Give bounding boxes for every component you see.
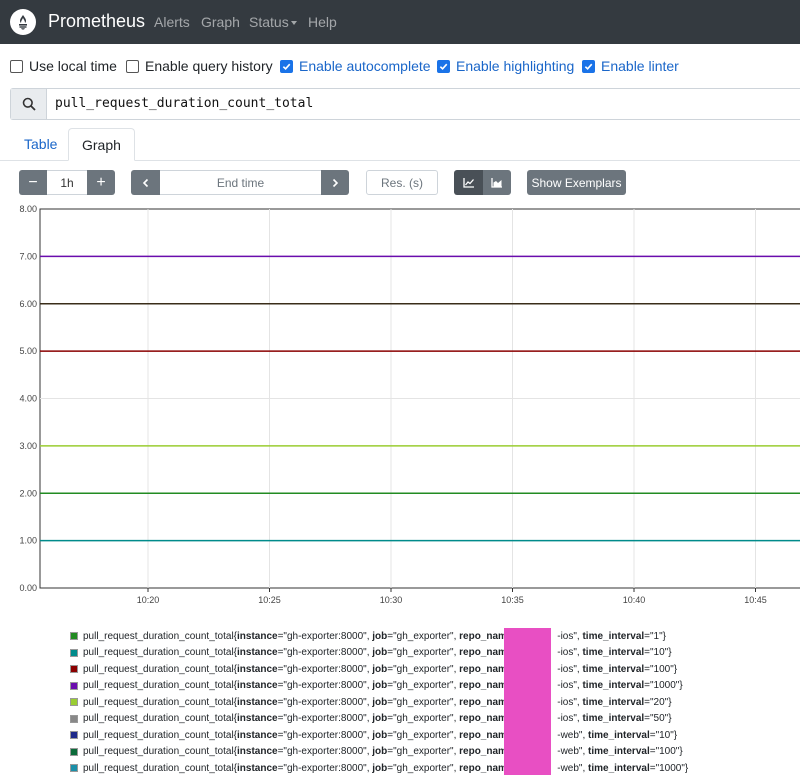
y-tick-label: 0.00 bbox=[19, 583, 37, 593]
redaction-overlay bbox=[504, 628, 551, 775]
legend-swatch bbox=[70, 681, 78, 690]
x-tick-label: 10:45 bbox=[744, 595, 767, 605]
option-label: Enable autocomplete bbox=[299, 58, 431, 74]
nav-help[interactable]: Help bbox=[308, 14, 337, 30]
area-chart-icon bbox=[491, 178, 502, 188]
chart-series bbox=[40, 255, 800, 542]
legend-label: pull_request_duration_count_total{instan… bbox=[83, 680, 683, 692]
legend-item[interactable]: pull_request_duration_count_total{instan… bbox=[70, 760, 688, 775]
y-tick-label: 6.00 bbox=[19, 299, 37, 309]
checkbox[interactable] bbox=[126, 59, 139, 73]
graph-chart[interactable]: 0.00 1.00 2.00 3.00 4.00 5.00 6.00 7.00 8.00 10:… bbox=[0, 200, 800, 610]
option-enable-query-history[interactable]: Enable query history bbox=[126, 58, 273, 74]
legend-label: pull_request_duration_count_total{instan… bbox=[83, 713, 672, 725]
legend-swatch bbox=[70, 714, 78, 723]
y-tick-label: 1.00 bbox=[19, 536, 37, 546]
checkbox-checked[interactable] bbox=[280, 59, 293, 73]
chevron-right-icon bbox=[332, 178, 339, 187]
tab-table[interactable]: Table bbox=[24, 136, 58, 152]
option-label: Enable highlighting bbox=[456, 58, 575, 74]
legend-label: pull_request_duration_count_total{instan… bbox=[83, 663, 678, 675]
legend-item[interactable]: pull_request_duration_count_total{instan… bbox=[70, 727, 688, 744]
option-enable-linter[interactable]: Enable linter bbox=[582, 58, 679, 74]
x-tick-label: 10:25 bbox=[258, 595, 281, 605]
legend-swatch bbox=[70, 632, 78, 641]
caret-down-icon bbox=[290, 21, 297, 26]
legend-label: pull_request_duration_count_total{instan… bbox=[83, 696, 672, 708]
option-enable-autocomplete[interactable]: Enable autocomplete bbox=[280, 58, 431, 74]
expression-input[interactable]: pull_request_duration_count_total bbox=[10, 88, 800, 120]
legend-label: pull_request_duration_count_total{instan… bbox=[83, 762, 689, 774]
x-tick-label: 10:20 bbox=[137, 595, 160, 605]
legend-label: pull_request_duration_count_total{instan… bbox=[83, 647, 672, 659]
legend-item[interactable]: pull_request_duration_count_total{instan… bbox=[70, 661, 688, 678]
legend-label: pull_request_duration_count_total{instan… bbox=[83, 630, 667, 642]
nav-graph[interactable]: Graph bbox=[201, 14, 240, 30]
legend-label: pull_request_duration_count_total{instan… bbox=[83, 746, 683, 758]
legend-item[interactable]: pull_request_duration_count_total{instan… bbox=[70, 645, 688, 662]
y-tick-label: 4.00 bbox=[19, 394, 37, 404]
legend-swatch bbox=[70, 698, 78, 707]
tab-graph[interactable]: Graph bbox=[68, 128, 135, 161]
checkbox-checked[interactable] bbox=[582, 59, 595, 73]
x-tick-label: 10:40 bbox=[623, 595, 646, 605]
nav-status[interactable]: Status bbox=[249, 14, 297, 30]
chart-legend: pull_request_duration_count_total{instan… bbox=[70, 628, 688, 775]
legend-swatch bbox=[70, 648, 78, 657]
checkmark-icon bbox=[282, 63, 291, 70]
line-chart-icon bbox=[462, 178, 474, 188]
chart-grid bbox=[39, 208, 800, 592]
next-time-button[interactable] bbox=[321, 170, 349, 195]
nav-alerts[interactable]: Alerts bbox=[154, 14, 190, 30]
legend-item[interactable]: pull_request_duration_count_total{instan… bbox=[70, 628, 688, 645]
resolution-input[interactable]: Res. (s) bbox=[366, 170, 438, 195]
end-time-input[interactable]: End time bbox=[160, 170, 321, 195]
checkmark-icon bbox=[439, 63, 448, 70]
y-tick-label: 5.00 bbox=[19, 346, 37, 356]
stacked-chart-button[interactable] bbox=[483, 170, 511, 195]
decrease-range-button[interactable]: − bbox=[19, 170, 47, 195]
option-label: Enable query history bbox=[145, 58, 273, 74]
legend-item[interactable]: pull_request_duration_count_total{instan… bbox=[70, 744, 688, 761]
brand-title[interactable]: Prometheus bbox=[48, 11, 146, 31]
checkbox-checked[interactable] bbox=[437, 59, 450, 73]
chevron-left-icon bbox=[142, 178, 148, 187]
legend-swatch bbox=[70, 665, 78, 674]
expression-text[interactable]: pull_request_duration_count_total bbox=[55, 96, 314, 111]
x-tick-label: 10:30 bbox=[380, 595, 403, 605]
option-label: Enable linter bbox=[601, 58, 679, 74]
legend-swatch bbox=[70, 731, 78, 740]
option-label: Use local time bbox=[29, 58, 117, 74]
option-enable-highlighting[interactable]: Enable highlighting bbox=[437, 58, 574, 74]
x-tick-label: 10:35 bbox=[501, 595, 524, 605]
range-input[interactable]: 1h bbox=[47, 170, 87, 195]
navbar: Prometheus Alerts Graph Status Help bbox=[0, 0, 800, 44]
legend-swatch bbox=[70, 764, 78, 773]
legend-item[interactable]: pull_request_duration_count_total{instan… bbox=[70, 694, 688, 711]
search-icon bbox=[11, 89, 47, 119]
increase-range-button[interactable]: + bbox=[87, 170, 115, 195]
y-tick-label: 3.00 bbox=[19, 441, 37, 451]
checkmark-icon bbox=[584, 63, 593, 70]
chart-y-ticks: 0.00 1.00 2.00 3.00 4.00 5.00 6.00 7.00 8.00 bbox=[19, 204, 37, 593]
y-tick-label: 2.00 bbox=[19, 488, 37, 498]
legend-swatch bbox=[70, 747, 78, 756]
legend-item[interactable]: pull_request_duration_count_total{instan… bbox=[70, 711, 688, 728]
prometheus-logo-icon[interactable] bbox=[10, 9, 36, 35]
tab-divider bbox=[0, 160, 800, 161]
legend-label: pull_request_duration_count_total{instan… bbox=[83, 729, 678, 741]
legend-item[interactable]: pull_request_duration_count_total{instan… bbox=[70, 678, 688, 695]
chart-x-ticks: 10:20 10:25 10:30 10:35 10:40 10:45 bbox=[137, 595, 767, 605]
nav-status-label: Status bbox=[249, 14, 289, 30]
checkbox[interactable] bbox=[10, 59, 23, 73]
option-use-local-time[interactable]: Use local time bbox=[10, 58, 117, 74]
y-tick-label: 7.00 bbox=[19, 251, 37, 261]
previous-time-button[interactable] bbox=[131, 170, 160, 195]
y-tick-label: 8.00 bbox=[19, 204, 37, 214]
line-chart-button[interactable] bbox=[454, 170, 483, 195]
show-exemplars-button[interactable]: Show Exemplars bbox=[527, 170, 626, 195]
